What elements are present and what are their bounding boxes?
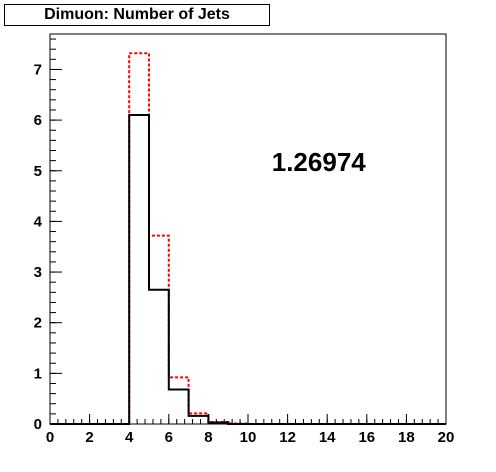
y-tick-label: 6 <box>34 112 42 129</box>
y-tick-label: 5 <box>34 163 42 180</box>
series-layer <box>50 52 446 425</box>
y-tick-label: 1 <box>34 365 42 382</box>
x-tick-label: 20 <box>438 429 455 446</box>
x-tick-label: 8 <box>204 429 212 446</box>
x-tick-label: 16 <box>358 429 375 446</box>
x-tick-label: 6 <box>165 429 173 446</box>
x-tick-label: 0 <box>46 429 54 446</box>
series-solid-line <box>50 114 446 425</box>
chart-title: Dimuon: Number of Jets <box>4 4 270 26</box>
plot-frame <box>49 33 447 425</box>
y-tick-label: 7 <box>34 61 42 78</box>
y-tick-label: 0 <box>34 416 42 433</box>
y-tick-label: 3 <box>34 264 42 281</box>
x-tick-label: 10 <box>240 429 257 446</box>
y-tick-label: 4 <box>34 213 43 230</box>
series-dashed-line <box>50 52 446 425</box>
annotation-value: 1.26974 <box>272 147 367 177</box>
x-tick-label: 18 <box>398 429 415 446</box>
x-tick-label: 14 <box>319 429 336 446</box>
y-tick-label: 2 <box>34 315 42 332</box>
x-tick-label: 12 <box>279 429 296 446</box>
x-tick-label: 4 <box>125 429 134 446</box>
x-tick-label: 2 <box>85 429 93 446</box>
